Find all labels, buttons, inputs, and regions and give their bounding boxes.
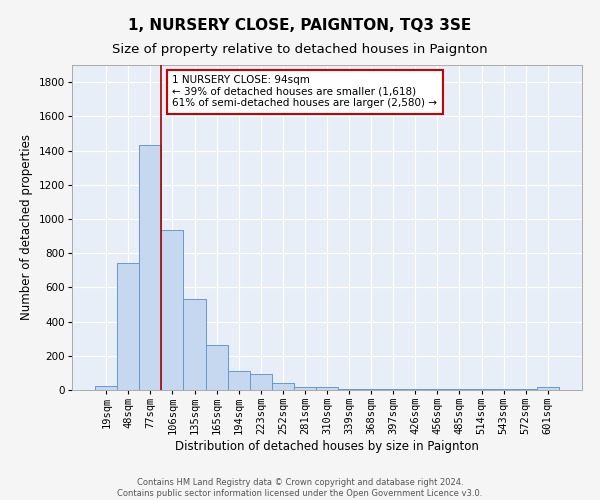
X-axis label: Distribution of detached houses by size in Paignton: Distribution of detached houses by size … (175, 440, 479, 453)
Bar (338, 389, 360, 390)
Bar (227, 371, 250, 390)
Bar (294, 386, 316, 390)
Bar (493, 389, 515, 390)
Y-axis label: Number of detached properties: Number of detached properties (20, 134, 33, 320)
Bar (404, 389, 427, 390)
Text: Size of property relative to detached houses in Paignton: Size of property relative to detached ho… (112, 42, 488, 56)
Text: Contains HM Land Registry data © Crown copyright and database right 2024.
Contai: Contains HM Land Registry data © Crown c… (118, 478, 482, 498)
Bar (448, 389, 470, 390)
Bar (139, 146, 161, 390)
Bar (95, 386, 117, 390)
Bar (117, 264, 139, 390)
Text: 1 NURSERY CLOSE: 94sqm
← 39% of detached houses are smaller (1,618)
61% of semi-: 1 NURSERY CLOSE: 94sqm ← 39% of detached… (172, 76, 437, 108)
Bar (470, 389, 493, 390)
Bar (382, 389, 404, 390)
Bar (537, 388, 559, 390)
Bar (427, 389, 448, 390)
Bar (360, 389, 382, 390)
Bar (515, 389, 537, 390)
Text: 1, NURSERY CLOSE, PAIGNTON, TQ3 3SE: 1, NURSERY CLOSE, PAIGNTON, TQ3 3SE (128, 18, 472, 32)
Bar (161, 230, 184, 390)
Bar (316, 388, 338, 390)
Bar (250, 374, 272, 390)
Bar (206, 344, 227, 390)
Bar (272, 383, 294, 390)
Bar (184, 300, 206, 390)
